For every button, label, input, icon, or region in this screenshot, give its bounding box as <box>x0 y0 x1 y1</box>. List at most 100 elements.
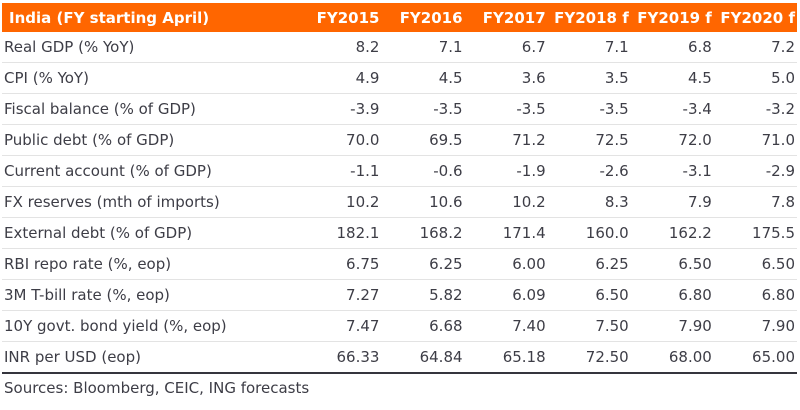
cell-value: 5.82 <box>381 279 465 311</box>
forecast-table: India (FY starting April) FY2015 FY2016 FY… <box>2 3 797 374</box>
cell-value: 4.5 <box>630 62 714 94</box>
cell-value: 6.68 <box>381 310 465 342</box>
table-row: Current account (% of GDP) -1.1 -0.6 -1.9 -2… <box>2 155 797 187</box>
cell-value: -3.5 <box>381 93 465 125</box>
table-row: 3M T-bill rate (%, eop) 7.27 5.82 6.09 6.50 6… <box>2 279 797 311</box>
table-row: Public debt (% of GDP) 70.0 69.5 71.2 72.5 72… <box>2 124 797 156</box>
column-header: FY2015 <box>298 3 382 32</box>
cell-value: 3.5 <box>547 62 631 94</box>
cell-value: 72.50 <box>547 341 631 374</box>
cell-value: 171.4 <box>464 217 548 249</box>
cell-value: 6.25 <box>547 248 631 280</box>
cell-value: 68.00 <box>630 341 714 374</box>
cell-value: 3.6 <box>464 62 548 94</box>
cell-value: -2.9 <box>713 155 797 187</box>
table-row: INR per USD (eop) 66.33 64.84 65.18 72.50 68.… <box>2 341 797 374</box>
cell-value: 7.50 <box>547 310 631 342</box>
cell-value: 175.5 <box>713 217 797 249</box>
cell-value: 7.1 <box>381 32 465 63</box>
cell-value: -3.5 <box>464 93 548 125</box>
cell-value: -1.1 <box>298 155 382 187</box>
cell-value: 162.2 <box>630 217 714 249</box>
cell-value: 65.18 <box>464 341 548 374</box>
cell-value: 7.47 <box>298 310 382 342</box>
cell-value: 8.3 <box>547 186 631 218</box>
table-body: Real GDP (% YoY) 8.2 7.1 6.7 7.1 6.8 7.2 CPI (%… <box>2 32 797 374</box>
column-header: FY2020 f <box>713 3 797 32</box>
column-header: FY2018 f <box>547 3 631 32</box>
row-label: Real GDP (% YoY) <box>2 32 299 63</box>
table-row: CPI (% YoY) 4.9 4.5 3.6 3.5 4.5 5.0 <box>2 62 797 94</box>
cell-value: 5.0 <box>713 62 797 94</box>
cell-value: 6.50 <box>713 248 797 280</box>
cell-value: 6.8 <box>630 32 714 63</box>
cell-value: 6.75 <box>298 248 382 280</box>
table-header-row: India (FY starting April) FY2015 FY2016 FY… <box>2 3 797 32</box>
cell-value: -3.5 <box>547 93 631 125</box>
cell-value: 7.9 <box>630 186 714 218</box>
cell-value: 10.6 <box>381 186 465 218</box>
cell-value: 7.8 <box>713 186 797 218</box>
cell-value: -3.4 <box>630 93 714 125</box>
table-row: RBI repo rate (%, eop) 6.75 6.25 6.00 6.25 6.… <box>2 248 797 280</box>
cell-value: 7.40 <box>464 310 548 342</box>
row-label: 10Y govt. bond yield (%, eop) <box>2 310 299 342</box>
cell-value: 6.50 <box>630 248 714 280</box>
cell-value: 71.2 <box>464 124 548 156</box>
cell-value: 64.84 <box>381 341 465 374</box>
column-header: FY2016 <box>381 3 465 32</box>
cell-value: 72.5 <box>547 124 631 156</box>
cell-value: 6.00 <box>464 248 548 280</box>
cell-value: 7.90 <box>630 310 714 342</box>
cell-value: 8.2 <box>298 32 382 63</box>
table-row: Fiscal balance (% of GDP) -3.9 -3.5 -3.5 -3.… <box>2 93 797 125</box>
cell-value: 66.33 <box>298 341 382 374</box>
row-label: External debt (% of GDP) <box>2 217 299 249</box>
cell-value: 72.0 <box>630 124 714 156</box>
column-header: FY2017 <box>464 3 548 32</box>
table-row: External debt (% of GDP) 182.1 168.2 171.4 1… <box>2 217 797 249</box>
cell-value: 7.27 <box>298 279 382 311</box>
cell-value: 182.1 <box>298 217 382 249</box>
cell-value: 69.5 <box>381 124 465 156</box>
cell-value: 10.2 <box>298 186 382 218</box>
cell-value: -0.6 <box>381 155 465 187</box>
table-row: FX reserves (mth of imports) 10.2 10.6 10.2… <box>2 186 797 218</box>
row-label: INR per USD (eop) <box>2 341 299 374</box>
cell-value: 6.7 <box>464 32 548 63</box>
cell-value: 65.00 <box>713 341 797 374</box>
sources-note: Sources: Bloomberg, CEIC, ING forecasts <box>4 379 310 397</box>
cell-value: 71.0 <box>713 124 797 156</box>
cell-value: 7.2 <box>713 32 797 63</box>
cell-value: 4.9 <box>298 62 382 94</box>
table-header: India (FY starting April) FY2015 FY2016 FY… <box>2 3 797 32</box>
cell-value: -2.6 <box>547 155 631 187</box>
cell-value: 6.80 <box>630 279 714 311</box>
row-label: Public debt (% of GDP) <box>2 124 299 156</box>
cell-value: 168.2 <box>381 217 465 249</box>
cell-value: 4.5 <box>381 62 465 94</box>
column-header: FY2019 f <box>630 3 714 32</box>
table-title: India (FY starting April) <box>2 3 299 32</box>
row-label: Fiscal balance (% of GDP) <box>2 93 299 125</box>
table-row: Real GDP (% YoY) 8.2 7.1 6.7 7.1 6.8 7.2 <box>2 32 797 63</box>
cell-value: -3.9 <box>298 93 382 125</box>
cell-value: 6.25 <box>381 248 465 280</box>
row-label: Current account (% of GDP) <box>2 155 299 187</box>
cell-value: -1.9 <box>464 155 548 187</box>
table-row: 10Y govt. bond yield (%, eop) 7.47 6.68 7.4… <box>2 310 797 342</box>
cell-value: 6.09 <box>464 279 548 311</box>
cell-value: 70.0 <box>298 124 382 156</box>
row-label: 3M T-bill rate (%, eop) <box>2 279 299 311</box>
cell-value: 7.90 <box>713 310 797 342</box>
cell-value: 160.0 <box>547 217 631 249</box>
cell-value: 10.2 <box>464 186 548 218</box>
row-label: RBI repo rate (%, eop) <box>2 248 299 280</box>
row-label: FX reserves (mth of imports) <box>2 186 299 218</box>
row-label: CPI (% YoY) <box>2 62 299 94</box>
cell-value: 6.80 <box>713 279 797 311</box>
cell-value: -3.2 <box>713 93 797 125</box>
cell-value: -3.1 <box>630 155 714 187</box>
cell-value: 7.1 <box>547 32 631 63</box>
